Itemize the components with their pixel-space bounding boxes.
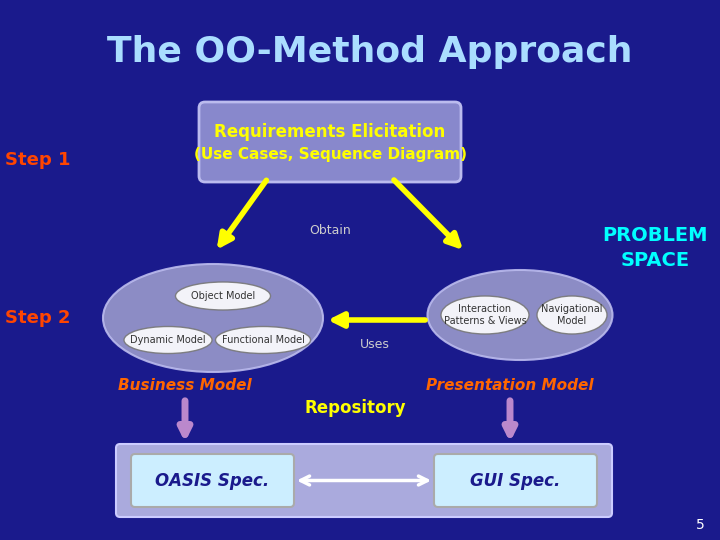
Ellipse shape — [215, 327, 310, 354]
Text: OASIS Spec.: OASIS Spec. — [156, 471, 269, 489]
Text: Requirements Elicitation: Requirements Elicitation — [215, 123, 446, 141]
Text: Step 1: Step 1 — [5, 151, 71, 169]
FancyBboxPatch shape — [434, 454, 597, 507]
Text: The OO-Method Approach: The OO-Method Approach — [107, 35, 633, 69]
FancyBboxPatch shape — [131, 454, 294, 507]
Ellipse shape — [176, 282, 271, 310]
Ellipse shape — [441, 296, 529, 334]
Text: PROBLEM
SPACE: PROBLEM SPACE — [602, 226, 708, 270]
Text: Uses: Uses — [360, 339, 390, 352]
FancyBboxPatch shape — [199, 102, 461, 182]
Text: Functional Model: Functional Model — [222, 335, 305, 345]
Text: Interaction
Patterns & Views: Interaction Patterns & Views — [444, 304, 526, 326]
Text: Object Model: Object Model — [191, 291, 255, 301]
Text: Step 2: Step 2 — [5, 309, 71, 327]
Text: GUI Spec.: GUI Spec. — [470, 471, 561, 489]
Ellipse shape — [103, 264, 323, 372]
Text: Obtain: Obtain — [309, 224, 351, 237]
FancyBboxPatch shape — [116, 444, 612, 517]
Ellipse shape — [428, 270, 613, 360]
Text: Navigational
Model: Navigational Model — [541, 304, 603, 326]
Text: Business Model: Business Model — [118, 377, 252, 393]
Ellipse shape — [537, 296, 607, 334]
Text: Repository: Repository — [304, 399, 406, 417]
Text: Presentation Model: Presentation Model — [426, 377, 594, 393]
Text: 5: 5 — [696, 518, 704, 532]
Text: (Use Cases, Sequence Diagram): (Use Cases, Sequence Diagram) — [194, 147, 467, 163]
Ellipse shape — [124, 327, 212, 354]
Text: Dynamic Model: Dynamic Model — [130, 335, 206, 345]
